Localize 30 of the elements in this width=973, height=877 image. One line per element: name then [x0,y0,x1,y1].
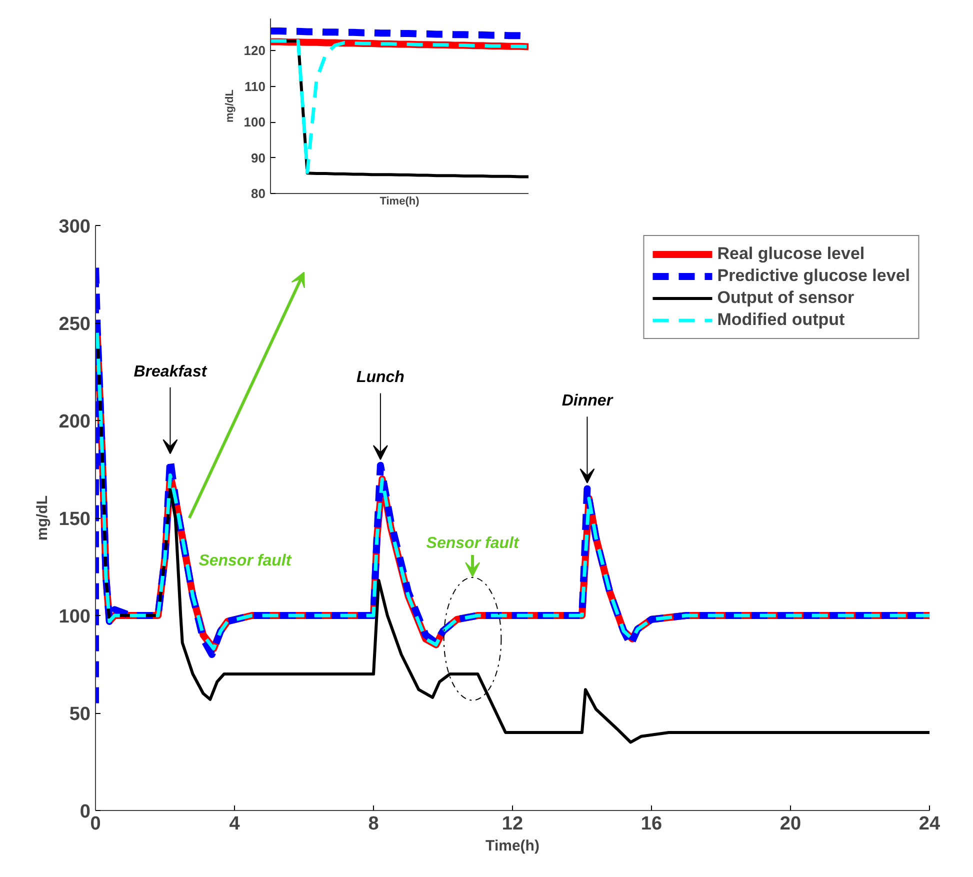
y-tick-label: 50 [69,704,91,725]
y-axis-title: mg/dL [34,495,51,540]
y-tick-label: 100 [244,114,266,130]
legend-label: Output of sensor [717,288,854,308]
x-tick-label: 24 [918,814,940,834]
x-axis-title: Time(h) [486,838,540,854]
y-tick-label: 100 [58,606,90,628]
x-tick-label: 12 [502,814,524,834]
y-tick-label: 120 [244,43,266,58]
legend-label: Real glucose level [717,244,865,264]
y-tick-label: 200 [58,412,90,432]
annotation: Lunch [356,369,405,386]
y-tick-label: 80 [251,186,266,201]
x-tick-label: 8 [368,814,379,834]
x-tick-label: 16 [640,814,662,834]
x-axis-title: Time(h) [380,196,420,208]
y-tick-label: 250 [58,314,90,335]
y-tick-label: 150 [58,509,90,530]
legend-label: Predictive glucose level [717,266,910,286]
annotation: Dinner [562,392,614,410]
annotation: Sensor fault [198,552,292,570]
y-axis-title: mg/dL [224,89,236,122]
x-tick-label: 20 [780,814,802,834]
y-tick-label: 300 [58,216,90,238]
annotation: Breakfast [134,363,208,380]
annotation: Sensor fault [426,534,520,552]
y-tick-label: 110 [244,78,266,94]
y-tick-label: 90 [251,150,266,166]
legend-label: Modified output [717,310,845,330]
x-tick-label: 4 [229,814,240,834]
